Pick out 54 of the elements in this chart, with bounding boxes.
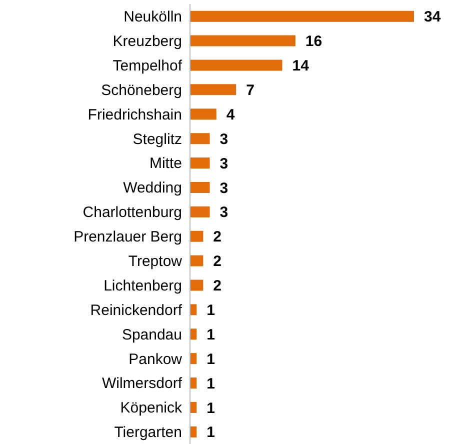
bar — [190, 378, 197, 389]
data-label: 3 — [220, 155, 228, 172]
y-tick-label: Steglitz — [132, 130, 182, 148]
y-tick-label: Reinickendorf — [90, 302, 183, 319]
data-label: 3 — [220, 204, 228, 222]
y-tick-label: Köpenick — [120, 400, 182, 417]
y-tick-label: Charlottenburg — [82, 204, 182, 222]
data-label: 1 — [206, 424, 215, 442]
bar — [190, 10, 414, 22]
data-label: 1 — [206, 375, 215, 392]
y-tick-label: Kreuzberg — [112, 32, 182, 50]
bar — [190, 206, 210, 218]
bar — [190, 158, 210, 169]
bar — [190, 133, 210, 144]
bar — [190, 328, 197, 340]
data-label: 2 — [213, 278, 222, 295]
data-label: 7 — [246, 82, 254, 100]
data-label: 1 — [206, 350, 215, 368]
data-label: 3 — [220, 180, 228, 197]
y-tick-label: Neukölln — [124, 8, 182, 26]
y-tick-label: Pankow — [128, 350, 182, 368]
y-tick-label: Prenzlauer Berg — [74, 228, 182, 246]
data-label: 2 — [213, 228, 222, 246]
data-label: 34 — [424, 8, 442, 26]
data-label: 3 — [220, 130, 228, 148]
bar — [190, 304, 197, 316]
y-tick-label: Treptow — [128, 252, 182, 270]
bar — [190, 353, 197, 364]
y-tick-label: Wilmersdorf — [102, 375, 183, 392]
bar — [190, 255, 204, 266]
y-tick-label: Tempelhof — [112, 57, 183, 74]
y-tick-label: Wedding — [123, 180, 182, 197]
bar — [190, 402, 197, 413]
data-label: 1 — [206, 302, 215, 320]
data-label: 1 — [206, 400, 215, 417]
data-label: 4 — [226, 106, 236, 124]
y-tick-label: Schöneberg — [101, 82, 182, 99]
bar — [190, 108, 216, 120]
bar — [190, 84, 236, 96]
y-tick-label: Mitte — [149, 155, 182, 172]
y-tick-label: Tiergarten — [114, 424, 182, 442]
bar — [190, 60, 282, 71]
data-label: 14 — [292, 58, 310, 75]
y-tick-label: Friedrichshain — [88, 106, 182, 124]
bar — [190, 230, 204, 242]
bar — [190, 35, 296, 46]
y-tick-label: Spandau — [122, 326, 182, 344]
bar — [190, 280, 204, 291]
data-label: 1 — [206, 326, 215, 344]
data-label: 16 — [305, 33, 322, 50]
bar — [190, 182, 210, 193]
y-tick-label: Lichtenberg — [104, 277, 182, 294]
data-label: 2 — [213, 253, 222, 270]
bar — [190, 426, 197, 438]
